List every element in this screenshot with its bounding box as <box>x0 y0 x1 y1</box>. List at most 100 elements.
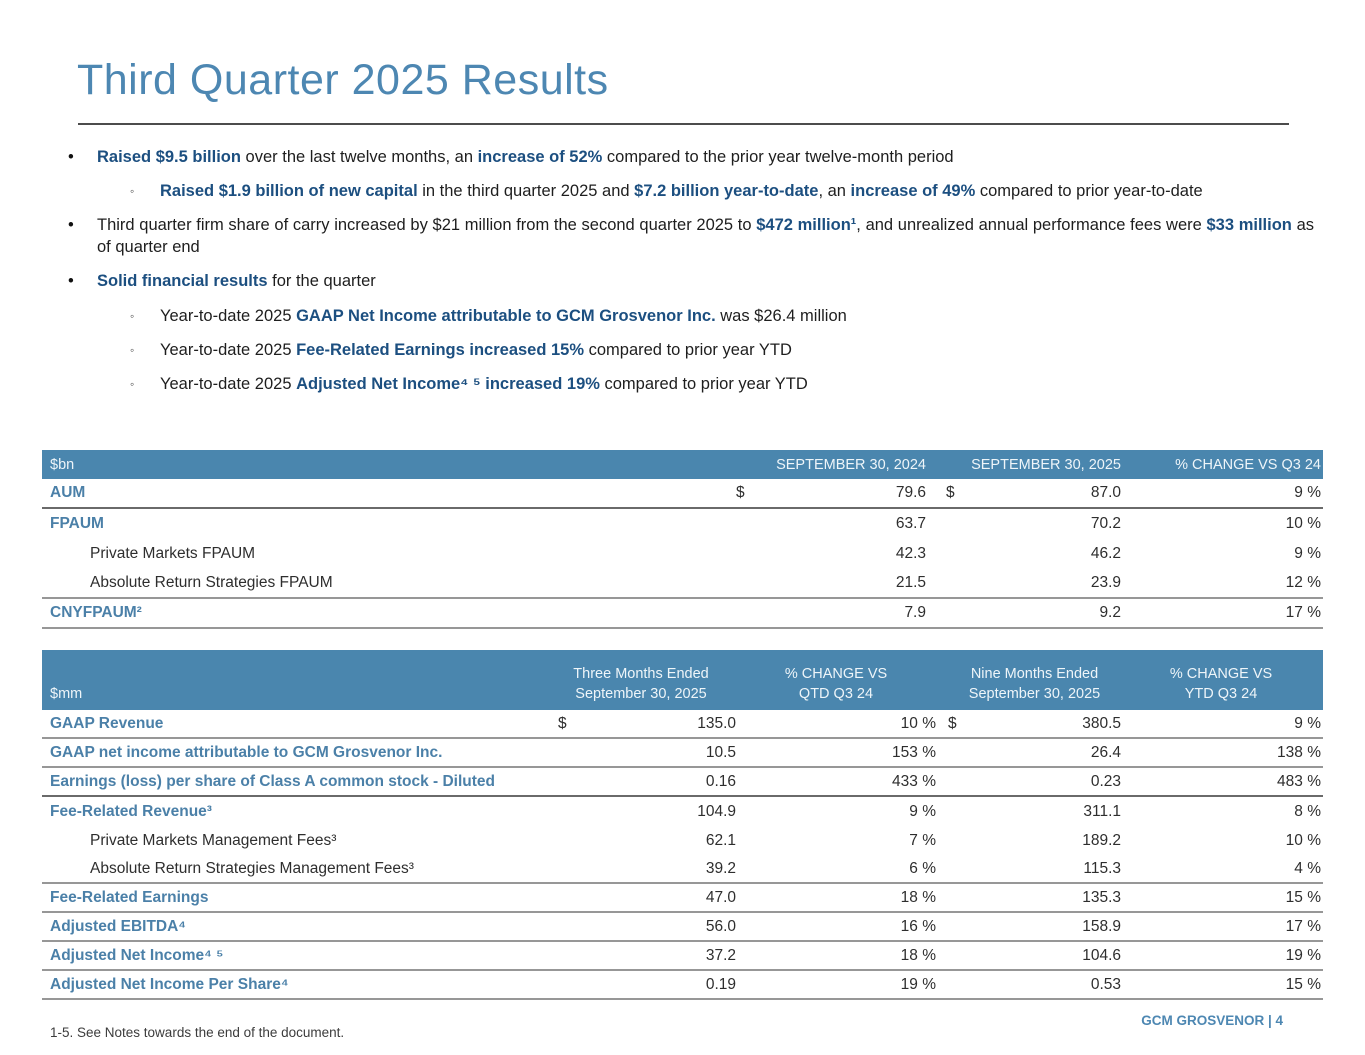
value-sep-2025: $87.0 <box>946 484 1121 502</box>
sub-bullet-item: ◦ Year-to-date 2025 GAAP Net Income attri… <box>68 305 1314 327</box>
value: 10.5 <box>705 743 736 761</box>
table-row: Private Markets FPAUM 42.3 46.2 9 % <box>42 539 1323 569</box>
fin-col-header-3mo: Three Months Ended September 30, 2025 <box>573 666 709 702</box>
percent-change: 12 % <box>1285 574 1321 591</box>
row-label: Private Markets FPAUM <box>90 545 256 562</box>
percent-change: 10 % <box>1285 515 1321 532</box>
percent-change-ytd: 4 % <box>1294 859 1321 877</box>
title-divider <box>78 123 1289 125</box>
percent-change-qtd: 433 % <box>892 772 936 790</box>
value: 0.19 <box>705 975 736 993</box>
value: 87.0 <box>1090 484 1121 501</box>
bullet-item: • Raised $9.5 billion over the last twelv… <box>68 146 1314 168</box>
value-3mo: 10.5 <box>546 744 736 762</box>
bullet-marker: ◦ <box>130 342 135 357</box>
percent-change-ytd: 15 % <box>1285 975 1321 993</box>
plain-text: in the third quarter 2025 and <box>417 182 635 201</box>
brand-page-number: GCM GROSVENOR | 4 <box>1141 1013 1283 1028</box>
aum-col-header-change: % CHANGE VS Q3 24 <box>1175 456 1321 473</box>
highlighted-text: Fee-Related Earnings increased 15% <box>296 340 585 359</box>
bullet-item: • Solid financial results for the quarter <box>68 270 1314 292</box>
aum-col-header-2025: SEPTEMBER 30, 2025 <box>971 456 1121 473</box>
bullet-text: Raised $1.9 billion of new capital in th… <box>160 180 1314 202</box>
plain-text: Third quarter firm share of carry increa… <box>97 216 757 235</box>
page-title: Third Quarter 2025 Results <box>77 56 609 104</box>
fin-col-header-ytd-change: % CHANGE VS YTD Q3 24 <box>1169 666 1273 702</box>
plain-text: , an <box>818 182 851 201</box>
value-9mo: $380.5 <box>948 715 1121 733</box>
bullet-marker: ◦ <box>130 308 135 323</box>
value-3mo: 39.2 <box>546 860 736 878</box>
percent-change-ytd: 8 % <box>1294 802 1321 820</box>
row-label: Fee-Related Earnings <box>50 888 209 906</box>
value: 115.3 <box>1083 859 1121 877</box>
value: 135.3 <box>1082 888 1121 906</box>
value: 26.4 <box>1090 743 1121 761</box>
plain-text: Year-to-date 2025 <box>160 340 297 359</box>
value-9mo: 104.6 <box>948 947 1121 965</box>
aum-table-body: AUM $79.6 $87.0 9 % FPAUM 63.7 70.2 10 % Private… <box>42 479 1323 629</box>
value-3mo: 62.1 <box>546 832 736 850</box>
percent-change-ytd: 138 % <box>1277 743 1321 761</box>
highlighted-text: increase of 49% <box>850 182 976 201</box>
value: 0.23 <box>1090 772 1121 790</box>
bullet-marker: ◦ <box>130 376 135 391</box>
highlighted-text: $472 million¹ <box>756 216 857 235</box>
table-row: GAAP Revenue $135.0 10 % $380.5 9 % <box>42 710 1323 739</box>
fin-col-header-9mo: Nine Months Ended September 30, 2025 <box>968 666 1101 702</box>
dollar-sign: $ <box>946 484 955 501</box>
financials-table-unit-label: $mm <box>50 686 83 702</box>
dollar-sign: $ <box>948 714 957 732</box>
highlighted-text: Raised $1.9 billion of new capital <box>160 182 418 201</box>
value-9mo: 135.3 <box>948 889 1121 907</box>
value-9mo: 311.1 <box>948 803 1121 821</box>
percent-change-qtd: 9 % <box>909 802 936 820</box>
value-3mo: 104.9 <box>546 803 736 821</box>
dollar-sign: $ <box>558 714 567 732</box>
value: 21.5 <box>895 574 926 591</box>
percent-change-qtd: 16 % <box>900 917 936 935</box>
percent-change-qtd: 7 % <box>909 831 936 849</box>
highlighted-text: increase of 52% <box>477 148 603 166</box>
financials-table-body: GAAP Revenue $135.0 10 % $380.5 9 % GAAP net … <box>42 710 1323 1000</box>
row-label: CNYFPAUM² <box>50 604 142 621</box>
table-row: Private Markets Management Fees³ 62.1 7 % 1… <box>42 826 1323 855</box>
value-sep-2024: 21.5 <box>736 574 926 592</box>
value-3mo: 0.19 <box>546 976 736 994</box>
highlighted-text: Solid financial results <box>97 272 268 291</box>
percent-change-qtd: 10 % <box>900 714 936 732</box>
value-9mo: 189.2 <box>948 832 1121 850</box>
financials-table-header: $mm Three Months Ended September 30, 202… <box>42 650 1323 710</box>
value-sep-2025: 9.2 <box>946 604 1121 622</box>
bullet-marker: • <box>68 216 74 235</box>
value-9mo: 26.4 <box>948 744 1121 762</box>
dollar-sign: $ <box>736 484 745 501</box>
row-label: Absolute Return Strategies FPAUM <box>90 574 333 591</box>
value-sep-2024: $79.6 <box>736 484 926 502</box>
row-label: Fee-Related Revenue³ <box>50 802 212 820</box>
value: 9.2 <box>1099 604 1121 621</box>
value: 380.5 <box>1082 714 1121 732</box>
value: 158.9 <box>1082 917 1121 935</box>
highlighted-text: Adjusted Net Income⁴ ⁵ increased 19% <box>296 374 600 393</box>
percent-change: 9 % <box>1294 484 1321 501</box>
value: 0.16 <box>705 772 736 790</box>
table-row: Adjusted Net Income⁴ ⁵ 37.2 18 % 104.6 19 % <box>42 942 1323 971</box>
value-9mo: 0.53 <box>948 976 1121 994</box>
bullet-marker: ◦ <box>130 184 135 199</box>
percent-change: 17 % <box>1285 604 1321 621</box>
plain-text: for the quarter <box>267 272 376 291</box>
plain-text: compared to the prior year twelve-month … <box>602 148 954 166</box>
value: 47.0 <box>705 888 736 906</box>
fin-col-header-qtd-change: % CHANGE VS QTD Q3 24 <box>784 666 888 702</box>
value-3mo: 56.0 <box>546 918 736 936</box>
sub-bullet-item: ◦ Year-to-date 2025 Fee-Related Earnings … <box>68 339 1314 361</box>
footnote: 1-5. See Notes towards the end of the do… <box>50 1025 345 1040</box>
value-3mo: 37.2 <box>546 947 736 965</box>
table-row: Fee-Related Revenue³ 104.9 9 % 311.1 8 % <box>42 797 1323 826</box>
percent-change-ytd: 9 % <box>1294 714 1321 732</box>
value-sep-2025: 70.2 <box>946 515 1121 533</box>
bullet-marker: • <box>68 272 74 291</box>
value: 70.2 <box>1090 515 1121 532</box>
highlighted-text: $33 million <box>1206 216 1292 235</box>
